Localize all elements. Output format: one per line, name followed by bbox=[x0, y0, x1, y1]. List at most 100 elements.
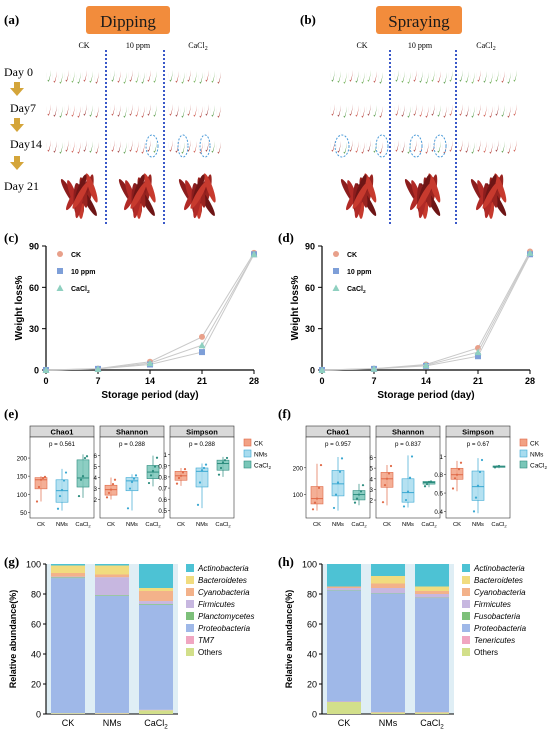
y-tick-label-h-4: 80 bbox=[307, 590, 317, 600]
box-legend-key-f-1 bbox=[519, 449, 528, 458]
b-r1-c0-pepper-6 bbox=[366, 104, 371, 116]
b-r0-c2-pepper-7 bbox=[500, 71, 505, 83]
col-label-cacl2-b: CaCl2 bbox=[476, 41, 495, 52]
b-r2-c1-pepper-9 bbox=[448, 140, 453, 152]
facet-title-f-2: Simpson bbox=[462, 428, 494, 437]
a-r2-c0-pepper-8 bbox=[94, 142, 99, 154]
b-r2-c1-pepper-6 bbox=[430, 140, 435, 152]
y-tick-label-g-4: 80 bbox=[31, 590, 41, 600]
b-r1-c2-pepper-1 bbox=[464, 105, 469, 117]
a-r0-c0-pepper-4 bbox=[70, 71, 75, 83]
a-r1-c1-pepper-4 bbox=[134, 105, 139, 117]
box-legend-label-f-2: CaCl2 bbox=[530, 463, 547, 471]
bar-segment-h-0-4 bbox=[327, 588, 361, 591]
panel-b: (b) Spraying CK 10 ppm CaCl2 bbox=[300, 6, 517, 226]
b-r2-c0-pepper-4 bbox=[354, 141, 359, 153]
a-r2-c1-pepper-7 bbox=[152, 141, 157, 153]
box-point-e-2-1-3 bbox=[202, 466, 206, 470]
b-r2-c2-pepper-6 bbox=[494, 140, 499, 152]
b-r1-c1-pepper-2 bbox=[406, 106, 411, 118]
a-r0-c0-pepper-1 bbox=[52, 71, 57, 83]
bar-segment-g-1-5 bbox=[95, 574, 129, 578]
box-point-e-2-2-4 bbox=[225, 456, 229, 460]
b-r0-c0-pepper-8 bbox=[378, 72, 383, 84]
b-r1-c0-pepper-7 bbox=[372, 105, 377, 117]
y-tick-label-h-5: 100 bbox=[302, 560, 317, 570]
a-r1-c2-pepper-0 bbox=[168, 104, 173, 116]
a-r1-c1-pepper-5 bbox=[140, 106, 145, 118]
b-r1-c2-pepper-2 bbox=[470, 106, 475, 118]
dipping-title: Dipping bbox=[100, 12, 156, 31]
box-point-f-1-0-0 bbox=[381, 501, 385, 504]
point-d-2-4 bbox=[526, 249, 534, 256]
a-r0-c1-pepper-2 bbox=[122, 72, 127, 84]
bar-legend-key-h-5 bbox=[462, 624, 470, 632]
legend-marker-d-2 bbox=[332, 284, 340, 291]
facet-ytick-label-e-1-3: 5 bbox=[94, 464, 98, 471]
facet-ytick-label-f-1-3: 5 bbox=[370, 466, 374, 473]
row-label-day21-a: Day 21 bbox=[4, 179, 39, 193]
bar-segment-g-2-6 bbox=[139, 588, 173, 591]
a-r1-c1-pepper-7 bbox=[152, 105, 157, 117]
y-tick-label-d-0: 0 bbox=[310, 366, 315, 376]
b-r1-c2-pepper-7 bbox=[500, 105, 505, 117]
bar-legend-label-g-1: Bacteroidetes bbox=[198, 576, 247, 585]
box-point-e-2-1-0 bbox=[196, 503, 200, 506]
b-r0-c1-pepper-9 bbox=[448, 70, 453, 82]
highlight-ellipse-a1 bbox=[145, 134, 159, 158]
box-point-f-1-0-1 bbox=[383, 484, 387, 487]
bar-segment-h-2-4 bbox=[415, 594, 449, 598]
bar-legend-key-h-0 bbox=[462, 564, 470, 572]
box-point-e-2-2-2 bbox=[221, 461, 225, 464]
box-point-e-0-2-0 bbox=[77, 494, 81, 498]
box-point-f-2-1-0 bbox=[472, 510, 476, 513]
b-r1-c1-pepper-1 bbox=[400, 105, 405, 117]
b-r1-c2-pepper-8 bbox=[506, 106, 511, 118]
box-legend-key-f-2 bbox=[519, 460, 528, 469]
x-axis-title-d: Storage period (day) bbox=[377, 390, 474, 401]
legend-label-c-2: CaCl2 bbox=[71, 286, 90, 295]
a-r2-c0-pepper-7 bbox=[88, 141, 93, 153]
a-r2-c2-pepper-0 bbox=[168, 140, 173, 152]
a-r2-c1-pepper-3 bbox=[128, 140, 133, 152]
x-tick-label-c-0: 0 bbox=[43, 376, 48, 386]
x-tick-label-d-4: 28 bbox=[525, 376, 535, 386]
a-r1-c2-pepper-7 bbox=[210, 105, 215, 117]
b-r0-c2-pepper-1 bbox=[464, 71, 469, 83]
b-r1-c0-pepper-3 bbox=[348, 104, 353, 116]
bar-legend-label-h-2: Cyanobacteria bbox=[474, 588, 526, 597]
y-axis-title-c: Weight loss% bbox=[14, 275, 25, 340]
box-point-f-0-2-4 bbox=[361, 484, 365, 487]
box-point-f-2-1-4 bbox=[480, 458, 484, 462]
box-point-e-1-1-2 bbox=[130, 480, 134, 484]
point-c-2-3 bbox=[198, 341, 206, 349]
x-tick-label-g-1: NMs bbox=[103, 718, 122, 728]
bar-legend-label-g-6: TM7 bbox=[198, 636, 215, 645]
bar-legend-key-g-6 bbox=[186, 636, 194, 644]
a-r2-c2-pepper-6 bbox=[204, 140, 209, 152]
facet-xlabel-e-2-1: NMs bbox=[196, 522, 208, 528]
box-point-e-0-2-1 bbox=[79, 478, 83, 481]
a-r0-c1-pepper-4 bbox=[134, 71, 139, 83]
box-point-e-2-0-1 bbox=[177, 476, 181, 480]
facet-ytick-label-f-0-1: 200 bbox=[293, 465, 304, 472]
b-r0-c0-pepper-4 bbox=[354, 71, 359, 83]
x-tick-label-d-0: 0 bbox=[319, 376, 324, 386]
y-axis-title-d: Weight loss% bbox=[290, 275, 301, 340]
box-point-e-2-1-2 bbox=[200, 469, 204, 472]
a-r0-c0-pepper-3 bbox=[64, 70, 69, 82]
bar-segment-h-0-7 bbox=[327, 564, 361, 587]
bar-segment-g-1-7 bbox=[95, 564, 129, 566]
weight-loss-chart-dipping: 0 30 60 90 0 7 14 21 28 Storage period (day) Weigh… bbox=[14, 242, 259, 402]
b-r2-c1-pepper-7 bbox=[436, 141, 441, 153]
b-r2-c0-pepper-5 bbox=[360, 142, 365, 154]
b-r0-c2-pepper-4 bbox=[482, 71, 487, 83]
box-point-f-2-0-4 bbox=[459, 461, 463, 464]
a-r2-c2-pepper-5 bbox=[198, 142, 203, 154]
facet-xlabel-f-1-2: CaCl2 bbox=[421, 522, 437, 528]
facet-ytick-label-e-2-3: 0.8 bbox=[158, 474, 167, 481]
y-axis-title-h: Relative abundance(%) bbox=[284, 590, 294, 689]
bar-legend-label-g-2: Cyanobacteria bbox=[198, 588, 250, 597]
facet-ytick-label-f-2-0: 0.4 bbox=[434, 509, 443, 516]
a-r0-c2-pepper-8 bbox=[216, 72, 221, 84]
